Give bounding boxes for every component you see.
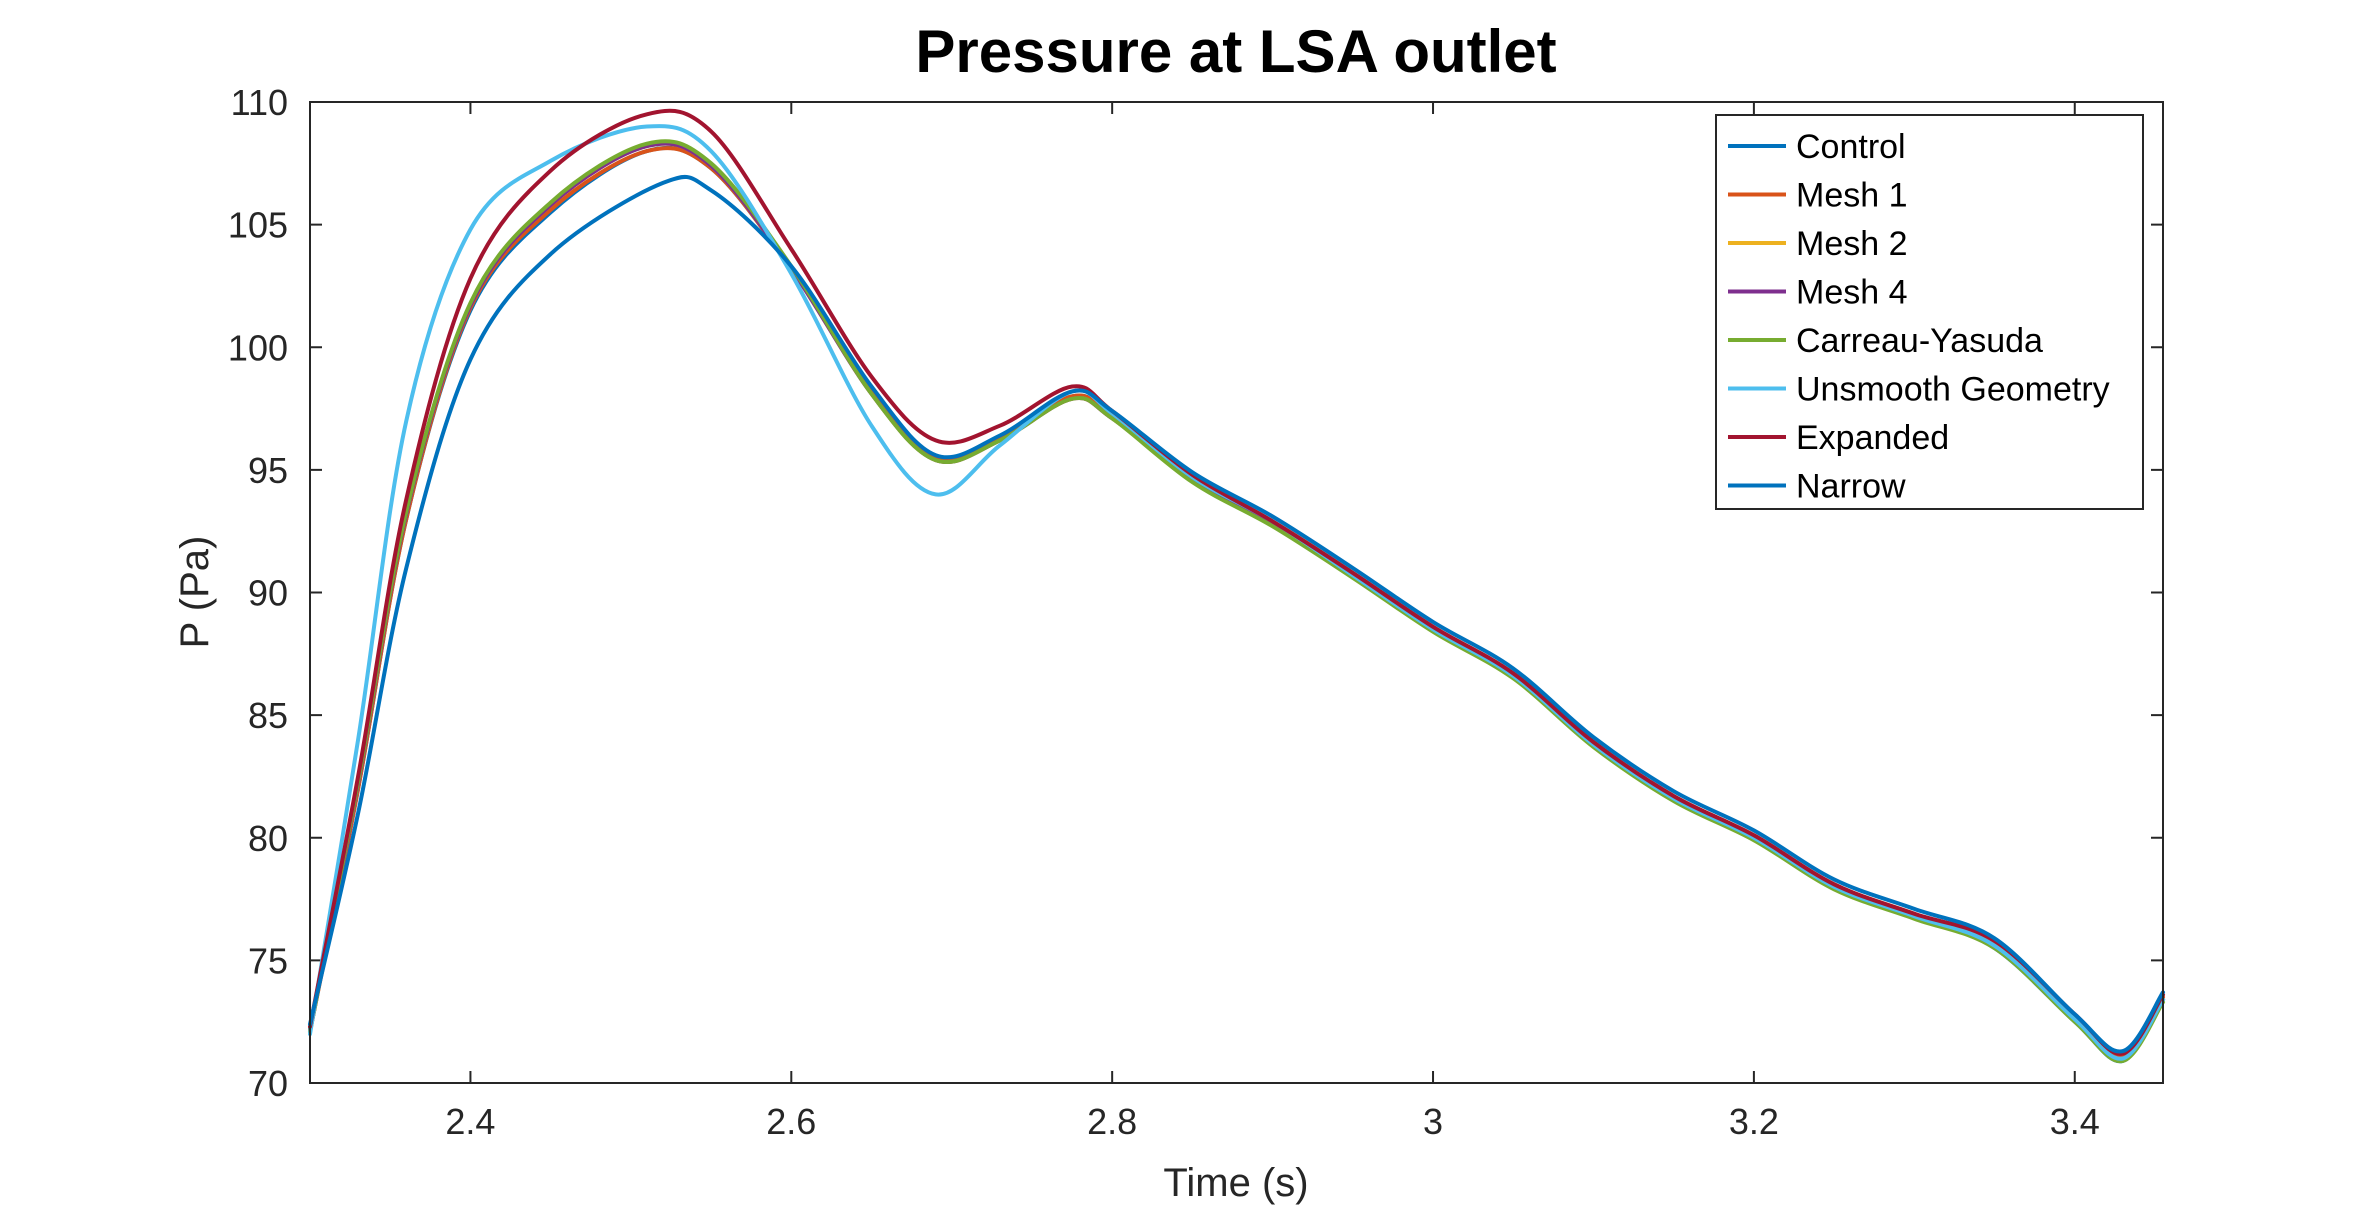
y-axis-label: P (Pa) <box>173 536 217 649</box>
legend-label-control: Control <box>1796 128 1906 166</box>
legend-label-mesh-4: Mesh 4 <box>1796 274 1908 312</box>
y-tick-label: 110 <box>231 82 288 123</box>
legend-box <box>1715 114 2144 510</box>
x-tick-label: 2.4 <box>445 1101 495 1142</box>
legend-label-carreau-yasuda: Carreau-Yasuda <box>1796 322 2043 360</box>
tick-layer: 2.4 2.6 2.8 3 3.2 3.4 70 75 80 85 90 95 100 105 110 <box>228 82 2163 1142</box>
plot-frame <box>309 101 2164 1084</box>
x-tick-label: 3 <box>1423 1101 1443 1142</box>
y-tick-label: 90 <box>248 573 288 614</box>
series-line-narrow <box>308 174 2165 1054</box>
y-tick-label: 95 <box>248 450 288 491</box>
legend: Control Mesh 1 Mesh 2 Mesh 4 Carreau-Yasuda U… <box>1715 114 2144 510</box>
series-line-unsmooth-geometry <box>308 124 2165 1061</box>
legend-label-mesh-1: Mesh 1 <box>1796 177 1908 215</box>
y-tick-label: 85 <box>248 695 288 736</box>
y-tick-label: 80 <box>248 818 288 859</box>
legend-label-mesh-2: Mesh 2 <box>1796 225 1908 263</box>
x-tick-label: 2.6 <box>766 1101 816 1142</box>
x-axis-label: Time (s) <box>1163 1161 1308 1205</box>
legend-label-expanded: Expanded <box>1796 419 1949 457</box>
series-line-carreau-yasuda <box>308 139 2165 1064</box>
y-tick-label: 105 <box>228 205 288 246</box>
legend-items: Control Mesh 1 Mesh 2 Mesh 4 Carreau-Yasuda U… <box>1728 128 2110 506</box>
y-tick-label: 100 <box>228 327 288 368</box>
series-layer <box>308 108 2165 1064</box>
y-tick-label: 75 <box>248 940 288 981</box>
y-tick-label: 70 <box>248 1063 288 1104</box>
legend-label-narrow: Narrow <box>1796 468 1906 506</box>
x-tick-label: 3.2 <box>1729 1101 1779 1142</box>
x-tick-label: 2.8 <box>1087 1101 1137 1142</box>
legend-label-unsmooth-geometry: Unsmooth Geometry <box>1796 371 2110 409</box>
chart-title: Pressure at LSA outlet <box>915 18 1556 85</box>
x-tick-label: 3.4 <box>2050 1101 2100 1142</box>
